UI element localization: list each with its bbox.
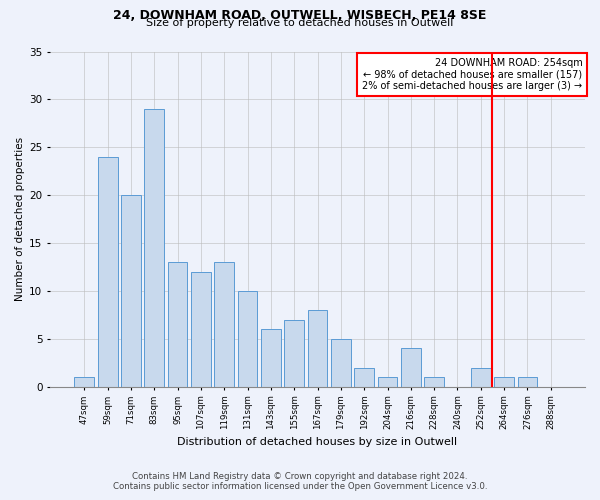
Bar bbox=[98, 157, 118, 386]
Y-axis label: Number of detached properties: Number of detached properties bbox=[15, 137, 25, 301]
Bar bbox=[424, 377, 444, 386]
Bar bbox=[238, 291, 257, 386]
Bar bbox=[284, 320, 304, 386]
Bar bbox=[167, 262, 187, 386]
Bar bbox=[401, 348, 421, 387]
Bar bbox=[331, 339, 351, 386]
Bar bbox=[518, 377, 538, 386]
Bar bbox=[261, 329, 281, 386]
Text: 24, DOWNHAM ROAD, OUTWELL, WISBECH, PE14 8SE: 24, DOWNHAM ROAD, OUTWELL, WISBECH, PE14… bbox=[113, 9, 487, 22]
Bar bbox=[74, 377, 94, 386]
Text: Size of property relative to detached houses in Outwell: Size of property relative to detached ho… bbox=[146, 18, 454, 28]
Bar bbox=[121, 195, 141, 386]
Bar bbox=[377, 377, 397, 386]
Bar bbox=[191, 272, 211, 386]
Bar bbox=[471, 368, 491, 386]
Text: Contains HM Land Registry data © Crown copyright and database right 2024.
Contai: Contains HM Land Registry data © Crown c… bbox=[113, 472, 487, 491]
Text: 24 DOWNHAM ROAD: 254sqm
← 98% of detached houses are smaller (157)
2% of semi-de: 24 DOWNHAM ROAD: 254sqm ← 98% of detache… bbox=[362, 58, 583, 92]
X-axis label: Distribution of detached houses by size in Outwell: Distribution of detached houses by size … bbox=[178, 438, 458, 448]
Bar bbox=[494, 377, 514, 386]
Bar bbox=[308, 310, 328, 386]
Bar bbox=[354, 368, 374, 386]
Bar bbox=[145, 109, 164, 386]
Bar bbox=[214, 262, 234, 386]
